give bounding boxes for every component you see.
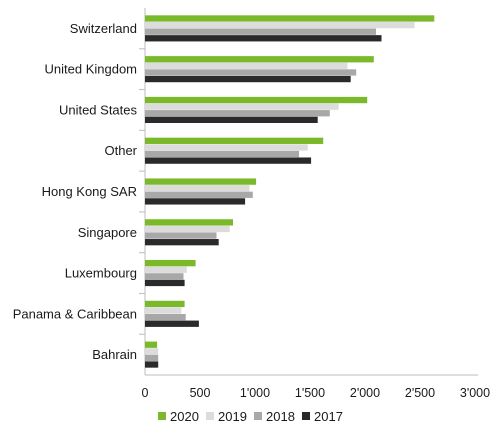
category-label: Singapore (78, 225, 137, 240)
bar-2019-4 (145, 185, 250, 192)
bar-2017-4 (145, 198, 246, 205)
bar-2019-3 (145, 144, 308, 151)
bar-2017-0 (145, 35, 382, 42)
bar-2018-5 (145, 232, 217, 239)
bar-2019-7 (145, 307, 182, 314)
x-tick-label: 1'000 (240, 386, 270, 400)
category-separators (139, 48, 145, 335)
category-label: Hong Kong SAR (42, 184, 137, 199)
legend-swatch-2018 (254, 412, 262, 420)
x-tick-label: 1'500 (295, 386, 325, 400)
bar-2017-5 (145, 239, 219, 246)
bar-2017-8 (145, 361, 159, 368)
bar-2018-3 (145, 150, 299, 158)
bar-2020-2 (145, 96, 368, 104)
bar-2019-0 (145, 21, 415, 29)
bar-2020-3 (145, 137, 324, 144)
category-label: United Kingdom (45, 62, 138, 77)
bar-2018-2 (145, 110, 330, 117)
bar-2018-8 (145, 354, 159, 362)
category-label: Bahrain (92, 347, 137, 362)
legend-label-2018: 2018 (266, 409, 295, 424)
x-axis-ticks: 0 500 1'000 1'500 2'000 2'500 3'000 (142, 386, 491, 400)
category-label: Panama & Caribbean (13, 306, 137, 321)
bar-2020-5 (145, 219, 233, 226)
legend-label-2019: 2019 (218, 409, 247, 424)
legend-label-2017: 2017 (314, 409, 343, 424)
bar-2018-7 (145, 313, 186, 321)
legend-swatch-2017 (302, 412, 310, 420)
bar-2019-1 (145, 62, 348, 70)
category-label: Switzerland (70, 21, 137, 36)
bar-2020-1 (145, 56, 374, 63)
bar-2020-6 (145, 260, 196, 267)
category-label: Other (104, 143, 137, 158)
bar-2017-1 (145, 75, 351, 83)
bar-2019-5 (145, 225, 230, 233)
bar-2018-4 (145, 191, 253, 198)
bar-2017-2 (145, 116, 318, 123)
bars (145, 15, 435, 368)
bar-2017-7 (145, 320, 199, 327)
bar-2018-0 (145, 28, 376, 35)
legend: 2020 2019 2018 2017 (158, 409, 343, 424)
bar-2018-1 (145, 69, 357, 76)
bar-2019-8 (145, 348, 159, 355)
x-tick-label: 2'500 (405, 386, 435, 400)
x-tick-label: 3'000 (460, 386, 490, 400)
bar-2017-3 (145, 157, 312, 164)
bar-2019-6 (145, 266, 187, 273)
bar-2020-7 (145, 300, 185, 308)
x-tick-label: 500 (190, 386, 211, 400)
bar-2020-8 (145, 341, 158, 348)
bar-2020-0 (145, 15, 435, 22)
x-tick-label: 2'000 (350, 386, 380, 400)
category-label: Luxembourg (65, 266, 137, 281)
bar-2017-6 (145, 279, 185, 287)
bar-2018-6 (145, 273, 184, 280)
legend-swatch-2020 (158, 412, 166, 420)
category-labels: Switzerland United Kingdom United States Ot… (13, 21, 138, 362)
category-label: United States (59, 102, 138, 117)
legend-label-2020: 2020 (170, 409, 199, 424)
legend-swatch-2019 (206, 412, 214, 420)
bar-2019-2 (145, 103, 339, 110)
bar-2020-4 (145, 178, 257, 185)
x-tick-label: 0 (142, 386, 149, 400)
